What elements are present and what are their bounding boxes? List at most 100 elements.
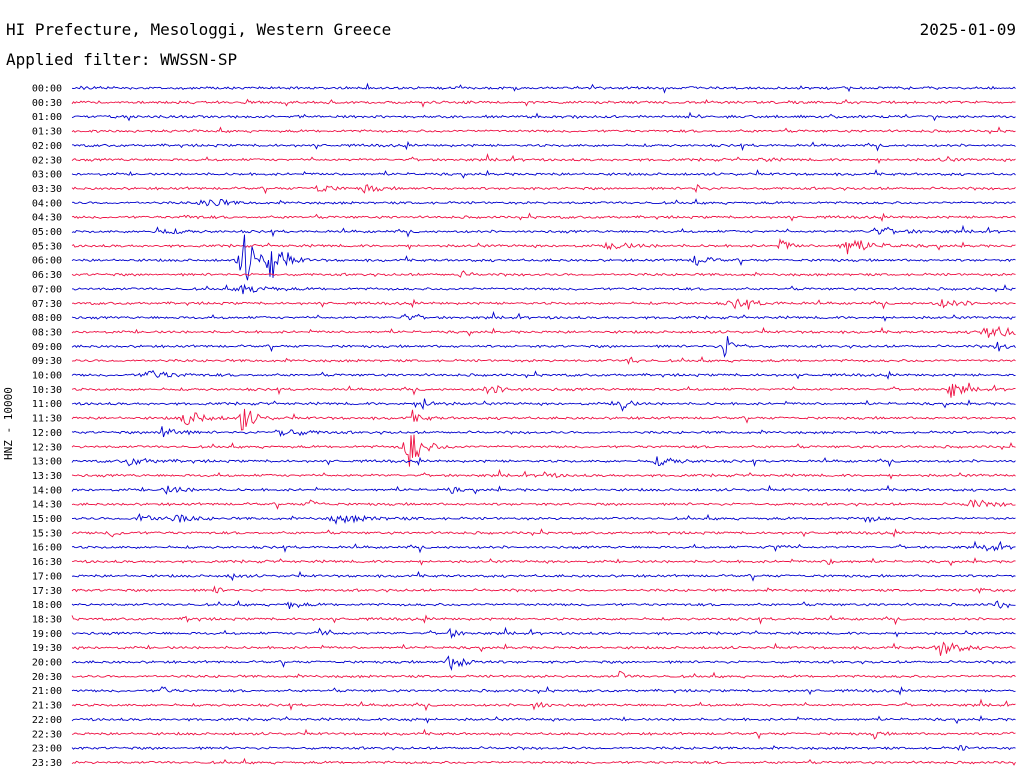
row-time-label: 01:00 [32,112,62,123]
row-time-label: 14:30 [32,500,62,511]
row-time-label: 23:30 [32,758,62,769]
row-time-label: 06:00 [32,256,62,267]
trace-line [71,169,1016,179]
row-time-label: 20:00 [32,658,62,669]
trace-line [71,183,1016,195]
row-time-label: 04:30 [32,213,62,224]
row-time-label: 18:30 [32,614,62,625]
row-time-label: 09:00 [32,342,62,353]
row-time-label: 00:00 [32,84,62,95]
trace-line [71,626,1016,639]
row-time-label: 17:00 [32,571,62,582]
row-time-label: 08:30 [32,327,62,338]
row-time-label: 03:30 [32,184,62,195]
trace-line [71,698,1016,712]
trace-line [71,540,1016,554]
row-time-label: 21:30 [32,701,62,712]
row-time-label: 07:30 [32,299,62,310]
trace-line [71,310,1016,322]
trace-line [71,153,1016,165]
row-time-label: 21:00 [32,686,62,697]
trace-line [71,745,1016,751]
filter-label: Applied filter: WWSSN-SP [6,50,238,69]
row-time-label: 07:00 [32,284,62,295]
trace-line [71,715,1016,725]
trace-line [71,456,1016,468]
trace-line [71,685,1016,696]
row-time-label: 13:30 [32,471,62,482]
trace-line [71,398,1016,412]
row-time-label: 22:30 [32,729,62,740]
trace-line [71,382,1016,398]
row-time-label: 19:00 [32,629,62,640]
trace-line [71,283,1016,295]
trace-line [71,369,1016,380]
row-time-label: 11:30 [32,414,62,425]
trace-line [71,325,1016,338]
row-time-label: 05:30 [32,241,62,252]
trace-line [71,585,1016,595]
trace-line [71,570,1016,582]
row-time-label: 15:30 [32,528,62,539]
row-time-label: 03:00 [32,170,62,181]
row-time-label: 11:00 [32,399,62,410]
trace-line [71,468,1016,480]
row-time-label: 02:30 [32,155,62,166]
row-time-label: 12:30 [32,442,62,453]
row-time-label: 22:00 [32,715,62,726]
trace-line [71,670,1016,679]
row-time-label: 08:00 [32,313,62,324]
trace-line [71,528,1016,538]
row-time-label: 06:30 [32,270,62,281]
row-time-label: 17:30 [32,586,62,597]
trace-line [71,499,1016,510]
trace-line [71,298,1016,310]
trace-line [71,82,1016,94]
row-time-label: 16:30 [32,557,62,568]
row-time-label: 00:30 [32,98,62,109]
trace-line [71,512,1016,525]
row-time-label: 23:00 [32,744,62,755]
row-time-label: 12:00 [32,428,62,439]
row-time-label: 15:00 [32,514,62,525]
date-label: 2025-01-09 [919,20,1016,39]
trace-line [71,728,1016,740]
row-time-label: 09:30 [32,356,62,367]
row-time-label: 20:30 [32,672,62,683]
trace-line [71,238,1016,255]
row-time-label: 13:00 [32,457,62,468]
row-time-label: 18:00 [32,600,62,611]
trace-line [72,140,1016,152]
trace-line [71,484,1016,495]
trace-line [71,434,1016,467]
trace-line [71,614,1016,626]
row-time-label: 10:30 [32,385,62,396]
trace-line [71,212,1016,223]
trace-line [71,111,1016,122]
row-time-label: 14:00 [32,485,62,496]
row-time-label: 10:00 [32,371,62,382]
row-time-label: 16:00 [32,543,62,554]
trace-line [71,126,1016,135]
station-title: HI Prefecture, Mesologgi, Western Greece [6,20,392,39]
trace-line [71,336,1016,358]
row-time-label: 01:30 [32,127,62,138]
trace-line [71,98,1016,108]
trace-line [71,557,1016,567]
row-time-label: 05:00 [32,227,62,238]
trace-line [71,757,1016,766]
row-time-label: 04:00 [32,198,62,209]
row-time-label: 19:30 [32,643,62,654]
trace-line [71,408,1016,431]
trace-line [71,355,1016,365]
trace-line [71,198,1016,207]
trace-line [71,224,1016,238]
trace-line [71,599,1016,610]
trace-line [71,426,1016,438]
trace-line [71,641,1016,656]
trace-line [71,234,1016,281]
row-time-label: 02:00 [32,141,62,152]
trace-line [71,655,1016,672]
trace-line [71,270,1016,278]
